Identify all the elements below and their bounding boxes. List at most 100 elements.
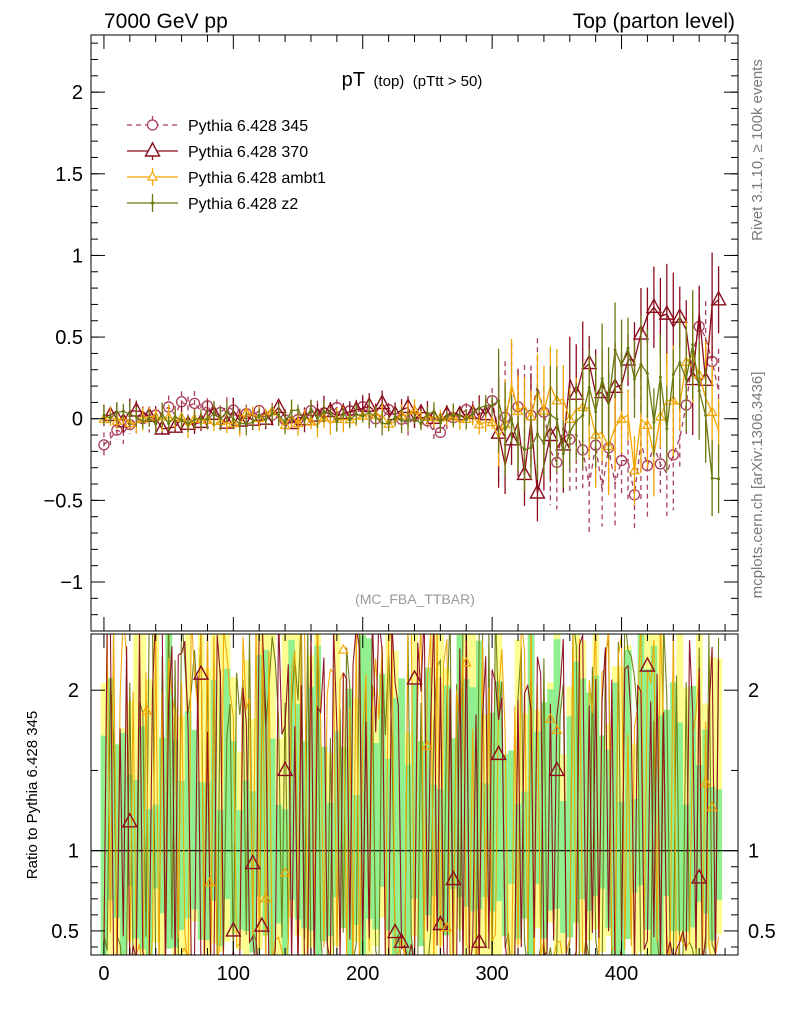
- ratio-band-green: [223, 668, 231, 900]
- data-point: [147, 417, 151, 421]
- data-point: [188, 397, 201, 409]
- ratio-band-green: [158, 737, 166, 914]
- ratio-band-green: [450, 738, 457, 889]
- ratio-point-370: [244, 854, 261, 870]
- ratio-band-green: [359, 635, 367, 955]
- rivet-label: Rivet 3.1.10, ≥ 100k events: [749, 59, 766, 241]
- main-title: pT (top) (pTtt > 50): [342, 69, 483, 91]
- ratio-band-green: [547, 689, 554, 911]
- ratio-band-green: [113, 744, 121, 918]
- ratio-band-green: [152, 804, 160, 889]
- ratio-y-tick-label-right: 1: [748, 841, 759, 863]
- data-point: [277, 413, 281, 417]
- data-point: [218, 417, 222, 421]
- data-point: [451, 413, 455, 417]
- ratio-band-green: [424, 667, 431, 916]
- ratio-band-green: [301, 741, 309, 929]
- main-panel-axes: −1 −0.5 0 0.5 1 1.5 2: [44, 35, 738, 631]
- y-tick-label: −0.5: [44, 490, 83, 512]
- data-point: [490, 403, 494, 407]
- ratio-band-green: [676, 722, 684, 931]
- data-point: [620, 363, 624, 367]
- legend-label: Pythia 6.428 370: [188, 144, 308, 161]
- data-point: [186, 422, 190, 426]
- header-right: Top (parton level): [573, 10, 735, 33]
- data-point: [193, 417, 197, 421]
- ratio-series-line: [103, 634, 720, 955]
- ratio-band-green: [327, 803, 334, 937]
- data-point: [529, 446, 533, 450]
- ratio-point-370: [253, 916, 270, 932]
- data-point: [438, 420, 442, 424]
- data-point: [616, 413, 628, 423]
- ratio-band-green: [314, 645, 321, 955]
- x-tick-label: 200: [346, 963, 379, 985]
- data-point: [413, 416, 416, 420]
- data-point: [315, 417, 319, 421]
- series-line: [103, 299, 720, 494]
- data-point: [328, 411, 332, 415]
- ratio-axis-label: Ratio to Pythia 6.428 345: [24, 711, 41, 879]
- data-point: [464, 417, 468, 421]
- y-tick-label: 1: [72, 245, 83, 267]
- ratio-panel-axes: 0.5 0.5 1 1 2 2 0 100 200 300 400: [51, 634, 776, 985]
- ratio-point-370: [192, 664, 210, 680]
- legend-marker: [146, 170, 159, 181]
- ratio-band-green: [437, 788, 444, 931]
- data-point: [529, 483, 546, 499]
- data-point: [111, 415, 123, 425]
- ratio-band-green: [197, 782, 205, 940]
- ratio-band-green: [695, 765, 703, 902]
- ratio-band-green: [644, 669, 651, 930]
- series-2: [98, 308, 720, 506]
- ratio-band-green: [346, 688, 354, 955]
- data-point: [141, 420, 145, 424]
- data-point: [238, 422, 242, 426]
- ratio-band-green: [294, 703, 302, 920]
- data-point: [658, 375, 662, 379]
- ratio-y-tick-label: 0.5: [51, 921, 79, 943]
- y-tick-label: 2: [72, 82, 83, 104]
- data-point: [561, 452, 565, 456]
- data-point: [257, 413, 261, 417]
- ratio-band-yellow: [514, 639, 522, 945]
- data-point: [667, 394, 679, 405]
- ratio-band-green: [133, 780, 140, 939]
- data-point: [555, 417, 559, 421]
- ratio-band-green: [320, 746, 328, 942]
- data-point: [658, 304, 676, 320]
- data-point: [292, 417, 304, 428]
- ratio-point-370: [445, 870, 462, 886]
- legend-label: Pythia 6.428 ambt1: [188, 170, 326, 187]
- data-point: [108, 416, 112, 420]
- ratio-band-green: [650, 645, 658, 955]
- data-point: [645, 372, 649, 376]
- data-point: [166, 417, 184, 433]
- data-point: [425, 412, 429, 416]
- ratio-band-green: [683, 804, 690, 932]
- data-point: [458, 413, 462, 417]
- y-tick-label: −1: [60, 572, 83, 594]
- data-point: [322, 410, 326, 414]
- ratio-band-yellow: [152, 634, 160, 943]
- ratio-band-green: [120, 732, 127, 955]
- data-point: [471, 412, 475, 416]
- ratio-band-green: [385, 758, 393, 931]
- data-point: [503, 427, 507, 431]
- ratio-point-ambt1: [441, 921, 453, 932]
- data-point: [153, 419, 171, 435]
- main-panel-series: [98, 252, 727, 534]
- data-point: [121, 409, 125, 413]
- ratio-band-yellow: [217, 634, 224, 952]
- ratio-point-370: [386, 923, 404, 939]
- data-point: [225, 410, 229, 414]
- ratio-band-green: [527, 634, 535, 955]
- ratio-y-tick-label: 1: [68, 841, 79, 863]
- data-point: [473, 418, 485, 429]
- ratio-band-green: [184, 711, 192, 919]
- ratio-band-green: [657, 715, 664, 955]
- data-point: [632, 377, 636, 381]
- ratio-band-green: [553, 639, 561, 909]
- data-point: [704, 413, 708, 417]
